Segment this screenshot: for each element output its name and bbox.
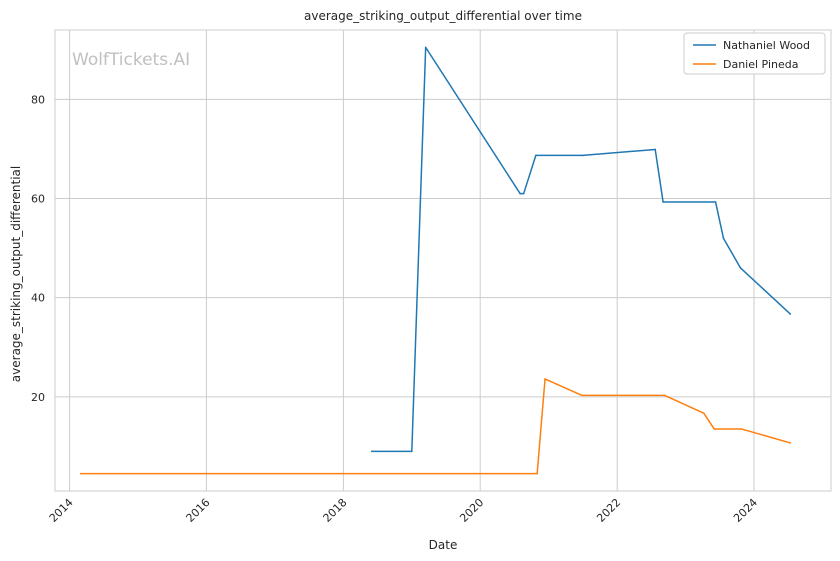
legend-label-series-1: Nathaniel Wood	[723, 39, 810, 52]
y-tick-label: 80	[31, 93, 45, 106]
data-point	[722, 237, 725, 239]
x-tick-label: 2016	[184, 496, 213, 525]
y-tick-label: 40	[31, 292, 45, 305]
data-point	[535, 154, 537, 157]
legend: Nathaniel Wood Daniel Pineda	[683, 32, 826, 75]
series-line-1	[371, 46, 791, 453]
data-point	[580, 394, 583, 397]
x-tick-label: 2022	[594, 496, 623, 525]
legend-box	[683, 32, 826, 75]
data-point	[536, 472, 538, 475]
data-point	[581, 154, 584, 157]
legend-label-series-2: Daniel Pineda	[723, 58, 798, 71]
y-tick-label: 20	[31, 391, 45, 404]
data-point	[739, 267, 742, 269]
data-point	[370, 450, 373, 453]
data-point	[424, 46, 427, 49]
x-tick-label: 2018	[321, 496, 350, 525]
data-point	[789, 442, 792, 444]
x-axis-title: Date	[429, 538, 458, 552]
data-point	[789, 313, 792, 315]
data-point	[713, 428, 716, 430]
data-point	[714, 201, 717, 203]
data-point	[663, 394, 666, 397]
chart-title: average_striking_output_differential ove…	[304, 9, 582, 23]
x-tick-label: 2014	[47, 496, 76, 525]
series-line-2	[80, 378, 791, 475]
y-axis-title: average_striking_output_differential	[9, 166, 23, 382]
data-point	[522, 192, 525, 195]
x-tick-label: 2020	[457, 496, 486, 525]
x-tick-label: 2024	[731, 496, 760, 525]
data-point	[702, 412, 705, 414]
data-point	[654, 148, 657, 151]
plot-frame	[54, 29, 832, 492]
data-point	[410, 450, 413, 453]
data-point	[662, 201, 664, 203]
series-lines	[79, 46, 792, 475]
data-point	[519, 192, 521, 195]
data-point	[544, 378, 546, 380]
data-point	[79, 472, 82, 475]
grid	[55, 30, 831, 491]
watermark-text: WolfTickets.AI	[72, 50, 190, 70]
data-point	[741, 428, 743, 430]
tick-labels: 2014 2016 2018 2020 2022 2024 20 40 60 80	[31, 93, 760, 525]
y-tick-label: 60	[31, 193, 45, 206]
